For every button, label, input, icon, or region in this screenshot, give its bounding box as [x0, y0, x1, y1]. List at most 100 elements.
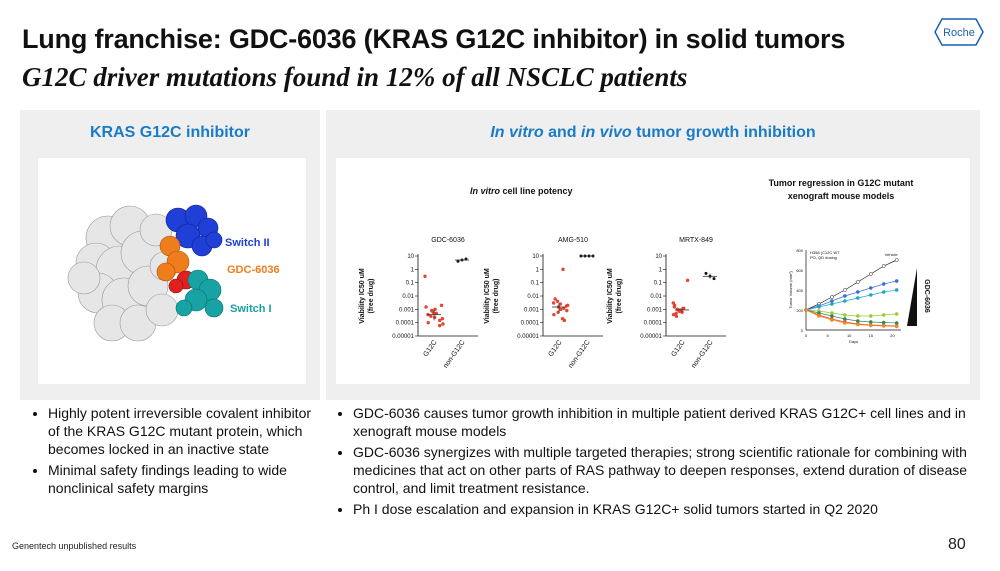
tv-data-point	[830, 318, 834, 322]
x-tick-label: G12C	[422, 339, 438, 358]
right-bullet-1: GDC-6036 causes tumor growth inhibition …	[353, 404, 975, 440]
y-axis-label: Viability IC50 uM	[607, 268, 614, 324]
tv-data-point	[894, 321, 899, 325]
right-bullet-3: Ph I dose escalation and expansion in KR…	[353, 500, 975, 518]
y-tick-label: 0.01	[527, 294, 539, 300]
logo-text: Roche	[943, 27, 975, 39]
x-tick-label: G12C	[670, 339, 686, 358]
y-tick-label: 0.1	[406, 281, 415, 287]
left-bullets: Highly potent irreversible covalent inhi…	[30, 404, 320, 500]
tv-series-line	[805, 280, 897, 311]
data-point	[552, 312, 556, 317]
charts-svg: Viability IC50 uM (free drug)GDC-60361010…	[359, 237, 930, 370]
data-point	[682, 306, 686, 310]
mini-chart-title: AMG-510	[558, 237, 588, 244]
right-panel: In vitro and in vivo tumor growth inhibi…	[326, 110, 980, 400]
y-tick-label: 0.01	[402, 294, 414, 300]
tv-data-point	[881, 282, 886, 286]
tv-x-tick-label: 0	[805, 333, 808, 338]
data-point	[433, 315, 437, 320]
dose-wedge	[907, 268, 917, 326]
tv-data-point	[843, 313, 847, 317]
tv-data-point	[855, 290, 860, 294]
y-tick-label: 0.00001	[392, 334, 414, 340]
tv-series-line	[805, 309, 897, 327]
y-tick-label: 0.1	[654, 281, 663, 287]
regression-title-line2: xenograft mouse models	[787, 191, 895, 201]
data-point	[561, 267, 565, 272]
y-tick-label: 0.001	[399, 307, 415, 313]
right-bullets: GDC-6036 causes tumor growth inhibition …	[335, 404, 975, 521]
tv-data-point	[894, 324, 899, 329]
data-point	[440, 316, 445, 321]
data-point	[562, 306, 566, 310]
tv-y-tick-label: 0	[801, 328, 804, 333]
right-bullet-2: GDC-6036 synergizes with multiple target…	[353, 443, 975, 497]
y-tick-label: 0.00001	[517, 334, 539, 340]
tv-data-point	[868, 272, 873, 276]
y-tick-label: 1	[411, 267, 415, 273]
tv-data-point	[894, 279, 899, 283]
data-point	[426, 320, 430, 325]
heading-italic-1: In vitro	[490, 124, 544, 141]
tv-data-point	[817, 305, 821, 309]
tv-data-point	[868, 320, 873, 324]
y-axis-label: Viability IC50 uM	[484, 268, 491, 324]
tv-data-point	[855, 296, 860, 300]
data-point	[712, 277, 716, 281]
tv-data-point	[855, 280, 860, 284]
tv-annotation-2: PO, QD dosing	[810, 255, 837, 260]
slide-title: Lung franchise: GDC-6036 (KRAS G12C inhi…	[22, 24, 846, 54]
y-tick-label: 10	[407, 254, 414, 260]
y-tick-label: 0.0001	[521, 321, 540, 327]
tv-data-point	[894, 258, 899, 262]
regression-title-line1: Tumor regression in G12C mutant	[768, 178, 914, 188]
heading-italic-2: in vivo	[581, 124, 632, 141]
tv-y-tick-label: 400	[796, 288, 803, 293]
mini-chart-title: MRTX-849	[679, 237, 713, 244]
tv-data-point	[868, 323, 873, 328]
tv-data-point	[817, 314, 821, 318]
switch2-label: Switch II	[225, 237, 270, 249]
dose-label: GDC-6036	[923, 279, 930, 313]
tv-y-label: Tumor Volume (mm³)	[788, 271, 793, 309]
tv-y-tick-label: 200	[796, 308, 803, 313]
tv-data-point	[830, 314, 834, 318]
y-tick-label: 0.0001	[644, 321, 663, 327]
right-panel-heading: In vitro and in vivo tumor growth inhibi…	[326, 124, 980, 142]
data-point	[553, 297, 557, 301]
heading-suffix: tumor growth inhibition	[631, 124, 816, 141]
switch1-label: Switch I	[230, 303, 272, 315]
y-tick-label: 0.01	[650, 294, 662, 300]
y-tick-label: 0.001	[647, 307, 663, 313]
potency-title-italic: In vitro	[470, 186, 501, 196]
mini-chart-title: GDC-6036	[431, 237, 465, 244]
page-number: 80	[948, 536, 966, 553]
tv-data-point	[830, 295, 834, 299]
protein-structure-card: Switch II GDC-6036 Switch I	[38, 158, 306, 384]
data-point	[565, 308, 569, 313]
tv-data-point	[881, 313, 886, 317]
y-tick-label: 0.00001	[640, 334, 662, 340]
tv-data-point	[881, 320, 886, 325]
y-tick-label: 0.0001	[396, 321, 415, 327]
tv-data-point	[881, 290, 886, 294]
tv-annotation: H358 (C12C WT	[810, 250, 840, 255]
potency-title-rest: cell line potency	[500, 186, 573, 196]
left-panel: KRAS G12C inhibitor	[20, 110, 320, 400]
tv-y-tick-label: 800	[796, 248, 803, 253]
data-point	[558, 302, 563, 306]
left-panel-heading: KRAS G12C inhibitor	[89, 124, 250, 141]
y-tick-label: 0.001	[524, 307, 540, 313]
data-point	[431, 310, 435, 314]
tv-x-tick-label: 10	[847, 333, 852, 338]
heading-mid: and	[543, 124, 582, 141]
y-axis-label-2: (free drug)	[368, 279, 375, 314]
tv-series-line	[805, 309, 897, 317]
tv-x-tick-label: 5	[826, 333, 829, 338]
protein-structure-image: Switch II GDC-6036 Switch I	[67, 204, 280, 342]
data-point	[434, 311, 438, 316]
data-point	[555, 299, 560, 304]
tv-x-tick-label: 20	[890, 333, 895, 338]
y-axis-label-2: (free drug)	[493, 279, 500, 314]
